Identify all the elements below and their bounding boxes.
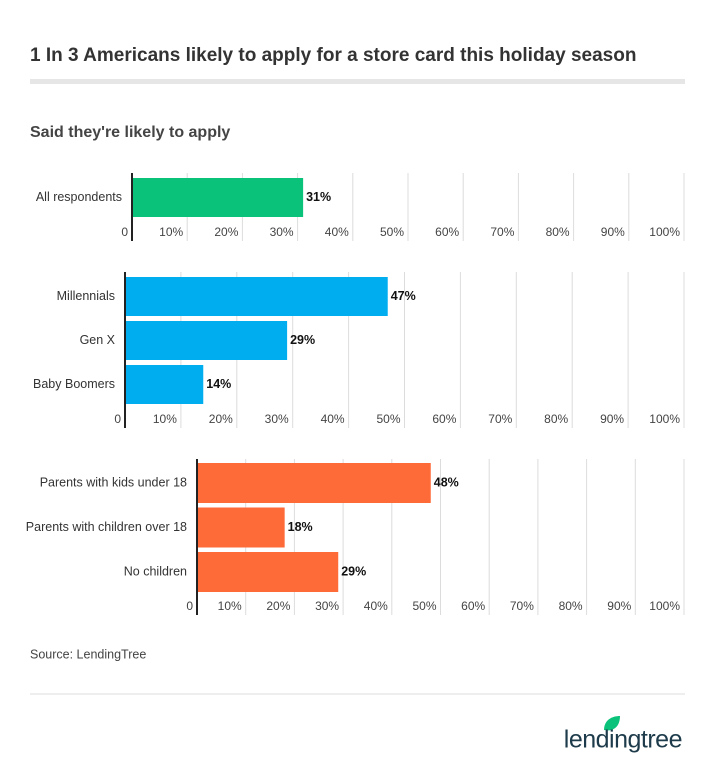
- x-tick-label: 20%: [209, 412, 233, 426]
- x-tick-label: 0: [114, 412, 121, 426]
- x-tick-label: 10%: [218, 599, 242, 613]
- category-label: No children: [124, 564, 187, 578]
- category-label: Millennials: [57, 289, 115, 303]
- bar: [125, 321, 288, 360]
- x-tick-label: 70%: [488, 412, 512, 426]
- bar: [197, 463, 431, 503]
- x-tick-label: 30%: [315, 599, 339, 613]
- x-tick-label: 90%: [600, 412, 624, 426]
- x-tick-label: 50%: [376, 412, 400, 426]
- x-tick-label: 30%: [265, 412, 289, 426]
- value-label: 14%: [206, 377, 231, 391]
- x-tick-label: 0: [186, 599, 193, 613]
- x-tick-label: 70%: [490, 225, 514, 239]
- title-rule: [30, 79, 685, 84]
- title: 1 In 3 Americans likely to apply for a s…: [30, 45, 636, 66]
- x-tick-label: 100%: [649, 599, 680, 613]
- value-label: 29%: [341, 564, 366, 578]
- x-tick-label: 30%: [270, 225, 294, 239]
- category-label: Parents with kids under 18: [40, 475, 187, 489]
- category-label: Baby Boomers: [33, 377, 115, 391]
- value-label: 31%: [306, 190, 331, 204]
- logo: lendingtree: [564, 726, 682, 754]
- x-tick-label: 20%: [214, 225, 238, 239]
- x-tick-label: 90%: [601, 225, 625, 239]
- x-tick-label: 10%: [153, 412, 177, 426]
- source: Source: LendingTree: [30, 647, 146, 661]
- x-tick-label: 100%: [649, 225, 680, 239]
- category-label: Gen X: [80, 333, 116, 347]
- bar: [125, 277, 388, 316]
- bar: [197, 507, 285, 548]
- bar: [125, 365, 204, 404]
- subtitle: Said they're likely to apply: [30, 124, 230, 141]
- x-tick-label: 60%: [432, 412, 456, 426]
- x-tick-label: 10%: [159, 225, 183, 239]
- logo-leaf: [604, 716, 620, 731]
- value-label: 29%: [290, 333, 315, 347]
- x-tick-label: 80%: [546, 225, 570, 239]
- x-tick-label: 60%: [435, 225, 459, 239]
- x-tick-label: 100%: [649, 412, 680, 426]
- category-label: Parents with children over 18: [26, 520, 187, 534]
- x-tick-label: 20%: [266, 599, 290, 613]
- value-label: 47%: [391, 289, 416, 303]
- x-tick-label: 40%: [321, 412, 345, 426]
- value-label: 48%: [434, 475, 459, 489]
- x-tick-label: 80%: [559, 599, 583, 613]
- x-tick-label: 40%: [325, 225, 349, 239]
- x-tick-label: 90%: [607, 599, 631, 613]
- bar: [197, 552, 339, 592]
- x-tick-label: 0: [121, 225, 128, 239]
- x-tick-label: 60%: [461, 599, 485, 613]
- bar: [132, 178, 304, 217]
- x-tick-label: 50%: [412, 599, 436, 613]
- x-tick-label: 70%: [510, 599, 534, 613]
- category-label: All respondents: [36, 190, 122, 204]
- value-label: 18%: [288, 520, 313, 534]
- x-tick-label: 80%: [544, 412, 568, 426]
- x-tick-label: 50%: [380, 225, 404, 239]
- x-tick-label: 40%: [364, 599, 388, 613]
